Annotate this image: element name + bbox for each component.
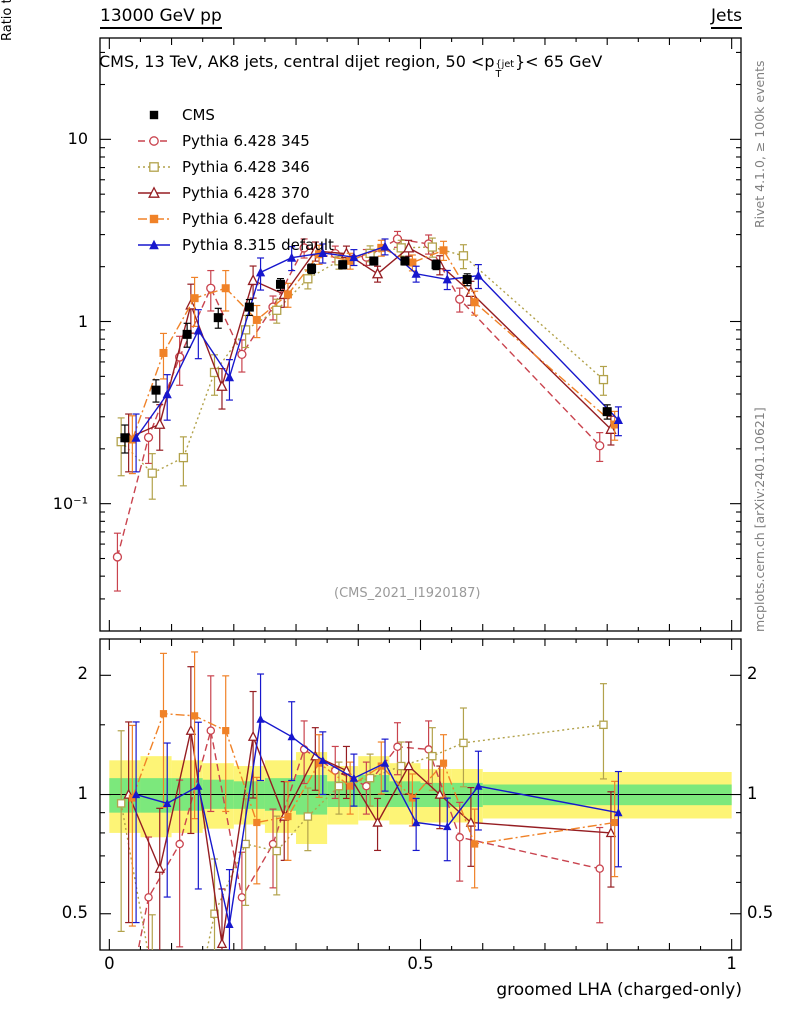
legend-label-p370: Pythia 6.428 370 xyxy=(182,184,310,202)
plot-title-tail: }< 65 GeV xyxy=(514,52,603,71)
legend-item-p8def: Pythia 8.315 default xyxy=(136,232,334,258)
legend-marker-p345 xyxy=(138,136,170,146)
tick-label: 2 xyxy=(747,664,758,684)
beam-energy-label: 13000 GeV pp xyxy=(100,6,222,29)
tick-label: 0 xyxy=(104,954,115,973)
tick-label: 0.5 xyxy=(407,954,434,973)
mcplots-reference-note: mcplots.cern.ch [arXiv:2401.10621] xyxy=(752,407,767,632)
legend-item-p345: Pythia 6.428 345 xyxy=(136,128,334,154)
tick-label: 1 xyxy=(726,954,737,973)
legend-label-p345: Pythia 6.428 345 xyxy=(182,132,310,150)
legend-label-p6def: Pythia 6.428 default xyxy=(182,210,334,228)
tick-label: 1 xyxy=(77,311,88,331)
x-axis-title: groomed LHA (charged-only) xyxy=(496,980,742,1000)
legend-marker-cms xyxy=(149,110,159,120)
rivet-version-note: Rivet 4.1.0, ≥ 100k events xyxy=(752,60,767,228)
legend: CMS Pythia 6.428 345 Pythia 6.428 346 Pythi… xyxy=(136,102,334,258)
legend-item-p370: Pythia 6.428 370 xyxy=(136,180,334,206)
legend-marker-p370 xyxy=(138,186,170,198)
tick-label: 0.5 xyxy=(61,902,88,922)
tick-label: 0.5 xyxy=(747,902,774,922)
legend-marker-p8def xyxy=(138,239,170,250)
legend-marker-p6def xyxy=(138,214,170,224)
tick-label: 1 xyxy=(747,783,758,803)
tick-label: 1 xyxy=(77,783,89,803)
analysis-id-watermark: (CMS_2021_I1920187) xyxy=(334,586,481,601)
legend-label-p346: Pythia 6.428 346 xyxy=(182,158,310,176)
tick-label: 10 xyxy=(67,129,88,149)
main-series-layer xyxy=(112,230,624,592)
legend-marker-p346 xyxy=(138,162,170,172)
legend-item-p6def: Pythia 6.428 default xyxy=(136,206,334,232)
legend-label-p8def: Pythia 8.315 default xyxy=(182,236,334,254)
analysis-group-label: Jets xyxy=(711,6,742,29)
pt-jet-stack: {jet T xyxy=(495,58,514,80)
axis-ticks xyxy=(100,38,741,950)
legend-item-cms: CMS xyxy=(136,102,334,128)
plot-title-text: CMS, 13 TeV, AK8 jets, central dijet reg… xyxy=(99,52,495,71)
legend-item-p346: Pythia 6.428 346 xyxy=(136,154,334,180)
plot-title: CMS, 13 TeV, AK8 jets, central dijet reg… xyxy=(99,52,602,80)
pt-jet-sub: T xyxy=(495,68,502,80)
tick-label: 2 xyxy=(77,664,89,684)
tick-label: 10⁻¹ xyxy=(52,493,88,513)
ratio-series-layer xyxy=(116,651,623,950)
pt-jet-sup: {jet xyxy=(495,58,514,70)
legend-label-cms: CMS xyxy=(182,106,215,124)
